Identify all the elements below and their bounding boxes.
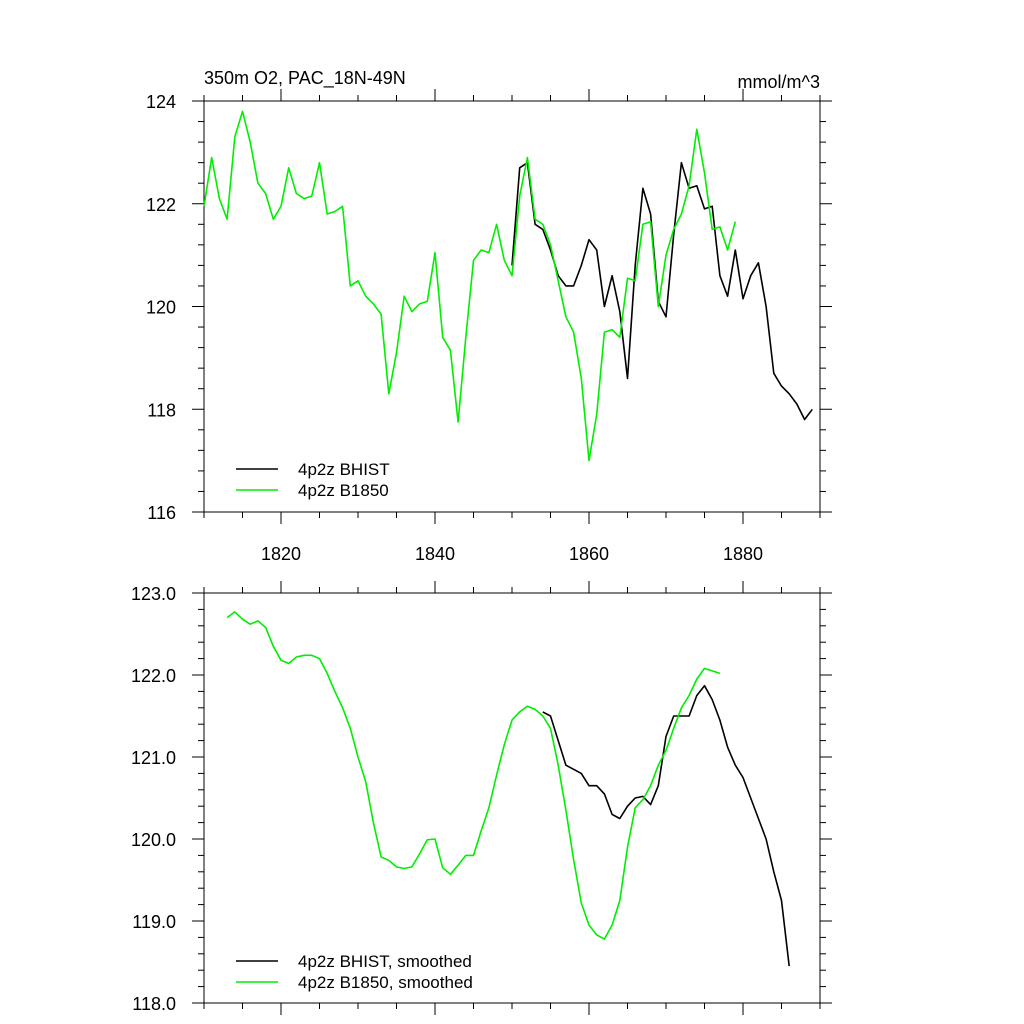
x-axis-ticks xyxy=(203,89,821,524)
top-chart-units: mmol/m^3 xyxy=(738,72,820,92)
y-tick-label: 118.0 xyxy=(132,994,176,1014)
y-tick-label: 122.0 xyxy=(131,666,176,686)
y-tick-label: 118 xyxy=(147,400,176,420)
y-axis-ticks xyxy=(192,100,832,513)
y-axis-ticks xyxy=(192,592,832,1004)
legend-label-b1850-smoothed: 4p2z B1850, smoothed xyxy=(298,973,473,992)
y-tick-label: 123.0 xyxy=(131,584,176,604)
bottom-chart: 4p2z BHIST, smoothed 4p2z B1850, smoothe… xyxy=(131,581,832,1015)
legend-label-bhist: 4p2z BHIST xyxy=(298,460,390,479)
top-chart: 350m O2, PAC_18N-49N mmol/m^3 4p2z BHIST… xyxy=(146,68,832,564)
series-line-4p2z-b1850 xyxy=(203,110,737,462)
x-tick-label: 1840 xyxy=(415,544,455,564)
series-line-4p2z-b1850-smoothed xyxy=(226,611,721,940)
y-tick-label: 120 xyxy=(146,298,176,318)
y-tick-label: 120.0 xyxy=(131,830,176,850)
series-line-4p2z-bhist xyxy=(511,161,813,421)
y-tick-label: 116 xyxy=(147,503,176,523)
legend-label-b1850: 4p2z B1850 xyxy=(298,481,389,500)
x-tick-label: 1860 xyxy=(569,544,609,564)
y-tick-label: 121.0 xyxy=(131,748,176,768)
y-tick-label: 119.0 xyxy=(132,912,176,932)
bottom-chart-legend: 4p2z BHIST, smoothed 4p2z B1850, smoothe… xyxy=(236,952,473,992)
plot-frame xyxy=(203,100,821,513)
series-line-4p2z-bhist-smoothed xyxy=(542,684,790,967)
y-tick-label: 122 xyxy=(146,195,176,215)
top-chart-legend: 4p2z BHIST 4p2z B1850 xyxy=(236,460,390,500)
x-tick-label: 1880 xyxy=(723,544,763,564)
legend-label-bhist-smoothed: 4p2z BHIST, smoothed xyxy=(298,952,472,971)
x-tick-label: 1820 xyxy=(261,544,301,564)
plot-frame xyxy=(203,592,821,1004)
y-tick-label: 124 xyxy=(146,92,176,112)
x-axis-ticks xyxy=(203,581,821,1015)
top-chart-title: 350m O2, PAC_18N-49N xyxy=(204,68,406,89)
